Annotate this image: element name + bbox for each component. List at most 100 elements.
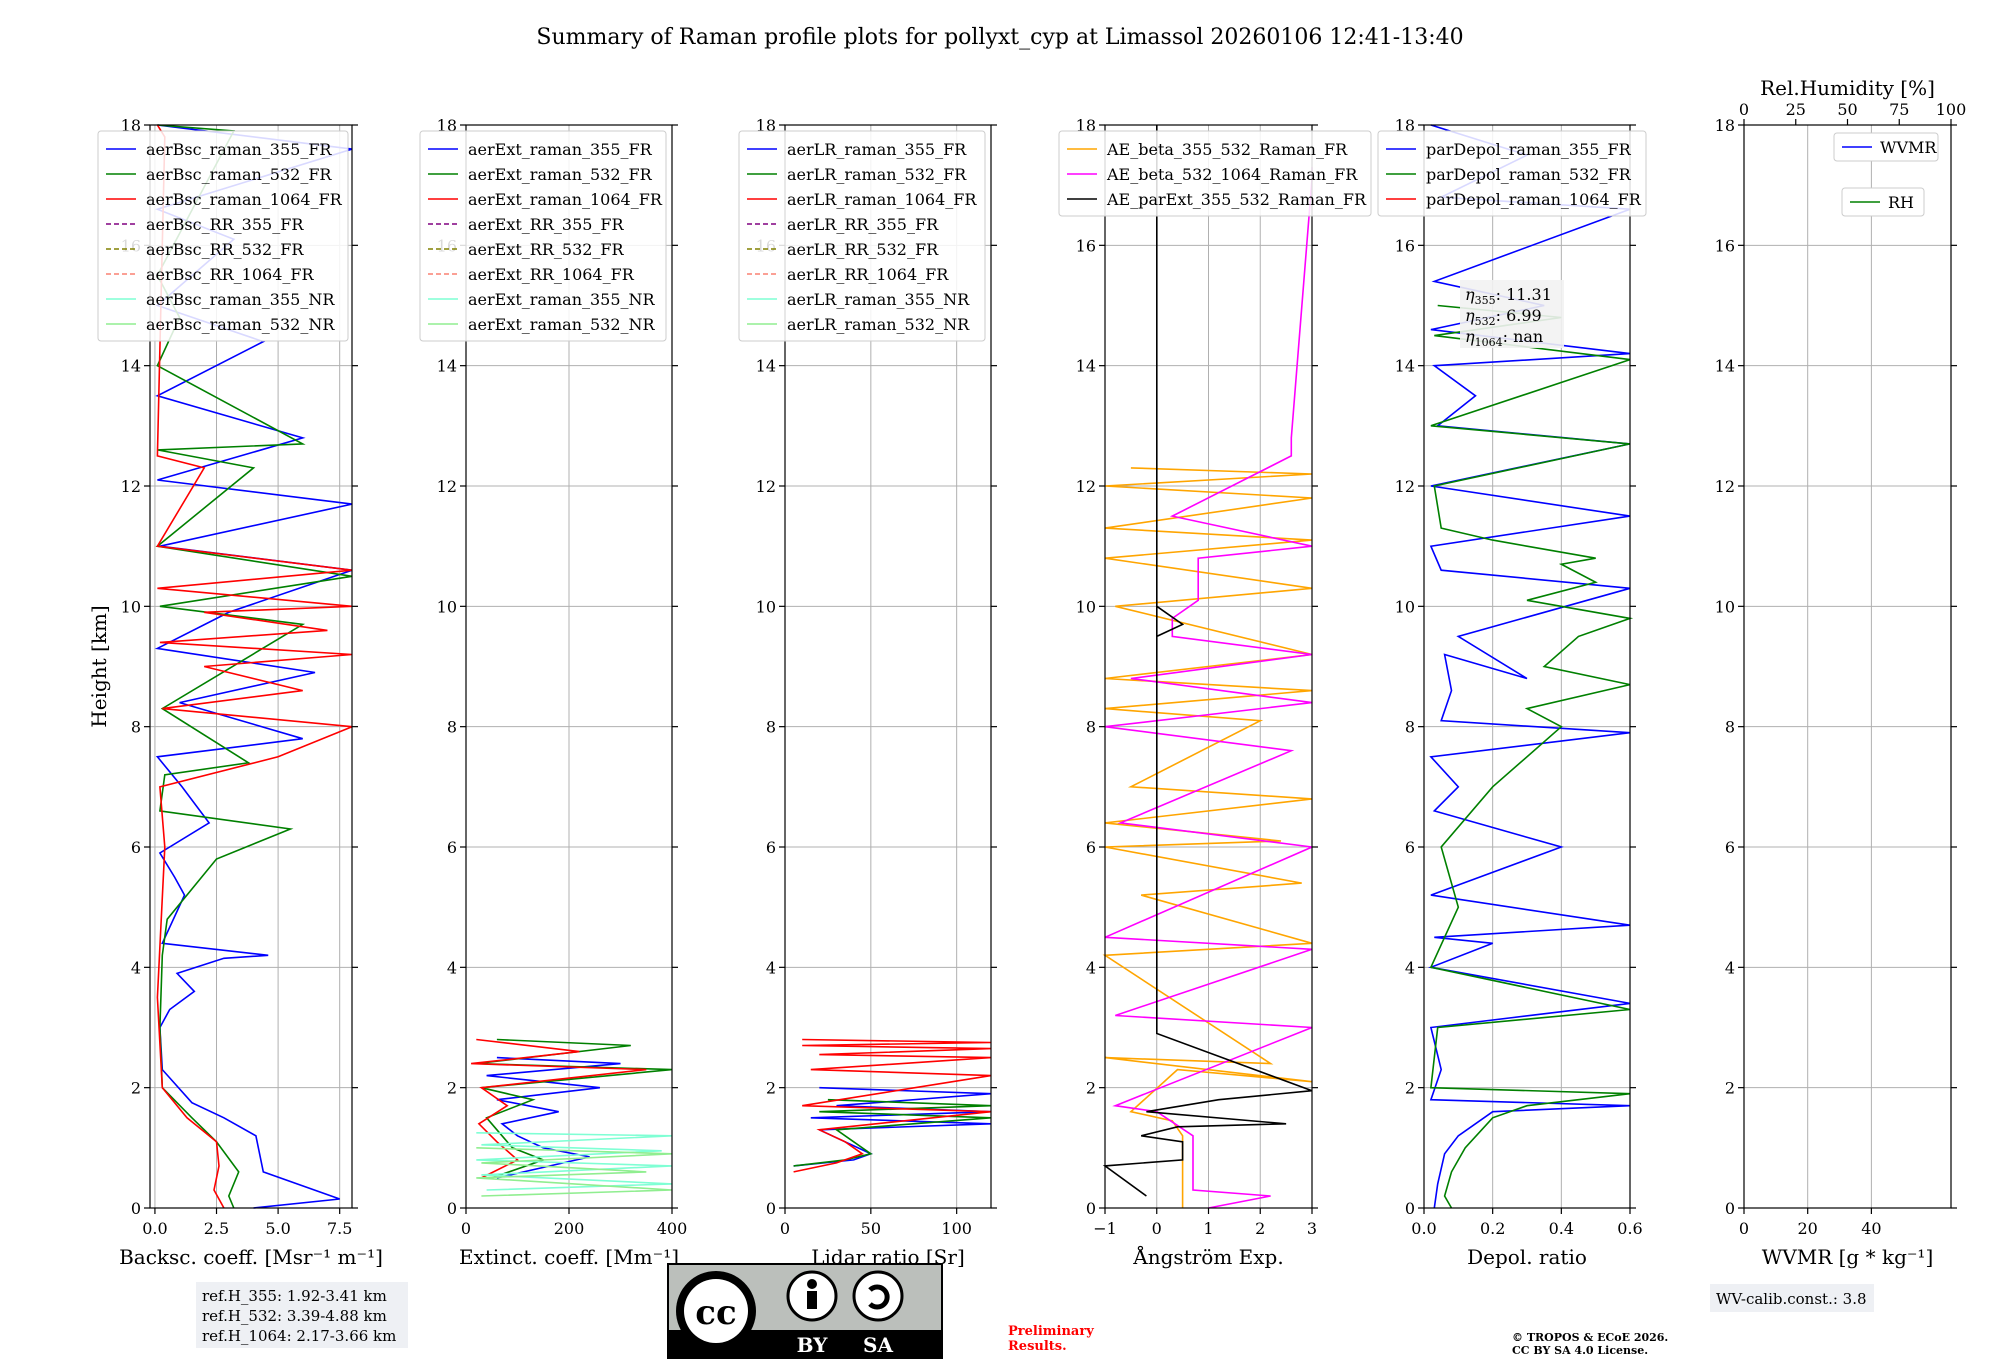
cc-by-label: BY [797, 1333, 829, 1357]
y-axis-label: Height [km] [87, 605, 111, 727]
y-tick-label: 4 [131, 958, 141, 977]
axes-frame [1743, 124, 1952, 1209]
cc-sa-label: SA [863, 1333, 893, 1357]
x-tick-label: 7.5 [327, 1219, 352, 1238]
legend: WVMR RH [1833, 132, 1939, 217]
legend-entry-aerExt_RR_1064_FR: aerExt_RR_1064_FR [468, 265, 635, 284]
y-tick-label: 14 [437, 357, 457, 376]
y-tick-label: 18 [437, 116, 457, 135]
y-tick-label: 10 [1715, 597, 1735, 616]
x-tick-label: 0.6 [1617, 1219, 1642, 1238]
y-tick-label: 6 [1405, 838, 1415, 857]
y-tick-label: 6 [1725, 838, 1735, 857]
x-tick-label: 0 [1739, 1219, 1749, 1238]
y-tick-label: 4 [766, 958, 776, 977]
axes-frame [149, 124, 353, 1209]
x-tick-label: 3 [1307, 1219, 1317, 1238]
x-tick-label: 50 [861, 1219, 881, 1238]
y-tick-label: 8 [447, 718, 457, 737]
series-line-parDepol_raman_355_FR [1427, 124, 1631, 1209]
reference-height-box-bg [196, 1282, 408, 1348]
legend-entry-AE_beta_355_532_Raman_FR: AE_beta_355_532_Raman_FR [1106, 140, 1348, 159]
legend-entry-parDepol_raman_532_FR: parDepol_raman_532_FR [1426, 165, 1632, 184]
legend-entry-aerLR_raman_1064_FR: aerLR_raman_1064_FR [787, 190, 977, 209]
x-tick-label: 100 [941, 1219, 972, 1238]
legend-entry-WVMR: WVMR [1880, 138, 1937, 157]
legend-box [97, 130, 349, 342]
x-tick-label: 2.5 [204, 1219, 229, 1238]
top-axis-label: Rel.Humidity [%] [1760, 76, 1935, 100]
x-tick-label: 1 [1203, 1219, 1213, 1238]
top-x-tick-label: 75 [1889, 100, 1909, 119]
legend-entry-aerBsc_RR_532_FR: aerBsc_RR_532_FR [146, 240, 304, 259]
y-tick-label: 12 [1395, 477, 1415, 496]
figure-title: Summary of Raman profile plots for polly… [536, 25, 1463, 50]
y-tick-label: 16 [1395, 236, 1415, 255]
y-tick-label: 8 [1405, 718, 1415, 737]
y-tick-label: 8 [131, 718, 141, 737]
x-axis-label: Depol. ratio [1467, 1245, 1587, 1269]
y-tick-label: 2 [766, 1079, 776, 1098]
y-tick-label: 8 [1725, 718, 1735, 737]
x-tick-label: 5.0 [265, 1219, 290, 1238]
legend-entry-AE_parExt_355_532_Raman_FR: AE_parExt_355_532_Raman_FR [1106, 190, 1367, 209]
y-tick-label: 12 [1715, 477, 1735, 496]
x-tick-label: 40 [1861, 1219, 1881, 1238]
x-axis-label: Ångström Exp. [1132, 1244, 1283, 1269]
x-tick-label: 0.4 [1549, 1219, 1574, 1238]
legend-entry-aerLR_RR_1064_FR: aerLR_RR_1064_FR [787, 265, 949, 284]
y-tick-label: 12 [756, 477, 776, 496]
x-tick-label: 0.0 [1411, 1219, 1436, 1238]
cc-license-badge: cc BY SA [667, 1263, 943, 1359]
copyright-line-1: © TROPOS & ECoE 2026. [1512, 1331, 1668, 1344]
y-tick-label: 14 [1076, 357, 1096, 376]
x-tick-label: 200 [554, 1219, 585, 1238]
legend: aerBsc_raman_355_FR aerBsc_raman_532_FRae… [97, 130, 349, 342]
legend-box [1058, 130, 1372, 217]
series-line-AE_parExt_355_532_Raman_FR [1102, 125, 1313, 1197]
top-x-tick-label: 100 [1936, 100, 1967, 119]
legend-box [738, 130, 986, 342]
legend-box [1833, 132, 1939, 162]
y-tick-label: 4 [447, 958, 457, 977]
wv-calib-box-bg [1710, 1284, 1874, 1312]
legend-entry-parDepol_raman_355_FR: parDepol_raman_355_FR [1426, 140, 1632, 159]
x-tick-label: 20 [1798, 1219, 1818, 1238]
eta-annotation-bg [1460, 280, 1564, 348]
by-person-head [807, 1279, 817, 1289]
y-tick-label: 0 [1405, 1199, 1415, 1218]
x-axis-label: WVMR [g * kg⁻¹] [1762, 1245, 1934, 1269]
y-tick-label: 6 [447, 838, 457, 857]
legend-entry-aerExt_raman_1064_FR: aerExt_raman_1064_FR [468, 190, 663, 209]
axes-frame [784, 124, 992, 1209]
y-tick-label: 2 [131, 1079, 141, 1098]
legend-entry-aerExt_raman_532_FR: aerExt_raman_532_FR [468, 165, 653, 184]
legend-entry-aerBsc_RR_1064_FR: aerBsc_RR_1064_FR [146, 265, 315, 284]
y-tick-label: 8 [766, 718, 776, 737]
ref-h-532: ref.H_532: 3.39-4.88 km [202, 1307, 387, 1325]
y-tick-label: 0 [1725, 1199, 1735, 1218]
copyright-line-2: CC BY SA 4.0 License. [1512, 1344, 1648, 1357]
cc-logo-text: cc [695, 1293, 736, 1333]
x-tick-label: −1 [1093, 1219, 1117, 1238]
legend-entry-aerLR_raman_355_FR: aerLR_raman_355_FR [787, 140, 967, 159]
series-line-parDepol_raman_532_FR [1429, 304, 1634, 1209]
y-tick-label: 18 [1395, 116, 1415, 135]
legend-entry-aerLR_raman_355_NR: aerLR_raman_355_NR [787, 290, 970, 309]
y-tick-label: 12 [1076, 477, 1096, 496]
y-tick-label: 4 [1405, 958, 1415, 977]
ref-h-1064: ref.H_1064: 2.17-3.66 km [202, 1327, 396, 1345]
series-line-aerBsc_raman_1064_FR [156, 124, 353, 1209]
legend-entry-aerBsc_raman_355_FR: aerBsc_raman_355_FR [146, 140, 332, 159]
y-tick-label: 10 [1076, 597, 1096, 616]
legend-entry-aerLR_raman_532_FR: aerLR_raman_532_FR [787, 165, 967, 184]
y-tick-label: 14 [121, 357, 141, 376]
top-x-tick-label: 50 [1837, 100, 1857, 119]
y-tick-label: 12 [121, 477, 141, 496]
legend-entry-aerExt_raman_532_NR: aerExt_raman_532_NR [468, 315, 656, 334]
sa-arrow-icon [868, 1284, 890, 1310]
